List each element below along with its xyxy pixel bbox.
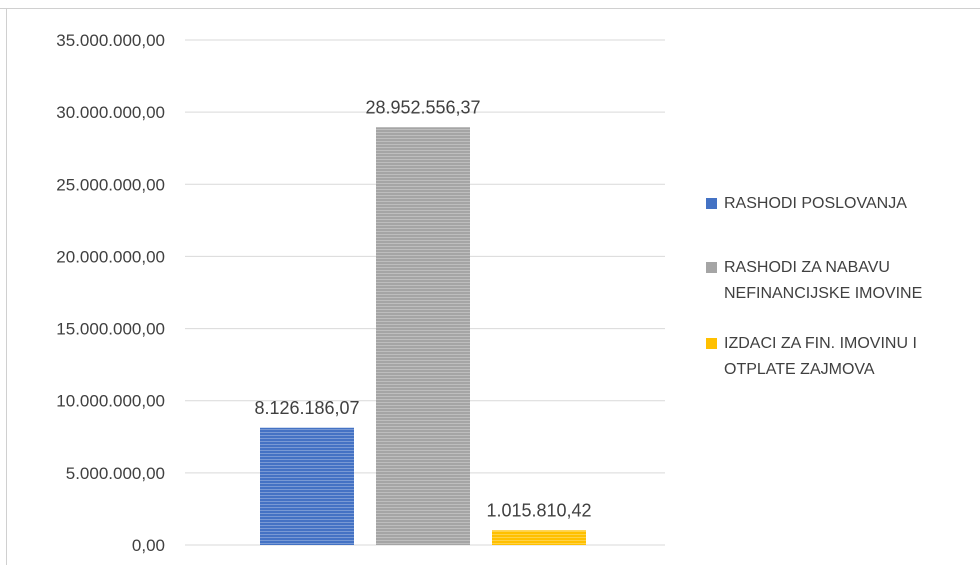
data-label: 8.126.186,07 — [254, 398, 359, 418]
y-tick-label: 5.000.000,00 — [66, 464, 165, 483]
data-label: 1.015.810,42 — [486, 500, 591, 520]
legend-label: RASHODI POSLOVANJA — [724, 195, 907, 212]
bar-texture — [376, 127, 470, 545]
legend: RASHODI POSLOVANJA RASHODI ZA NABAVU NEFIN… — [706, 195, 922, 378]
y-tick-label: 15.000.000,00 — [56, 320, 165, 339]
legend-swatch — [706, 198, 717, 209]
y-axis-tick-labels: 0,00 5.000.000,00 10.000.000,00 15.000.000,… — [56, 31, 165, 555]
bar-texture — [492, 530, 586, 545]
bars — [260, 127, 586, 545]
y-tick-label: 30.000.000,00 — [56, 103, 165, 122]
chart-frame-top — [0, 8, 980, 9]
legend-label: NEFINANCIJSKE IMOVINE — [724, 285, 922, 302]
data-label: 28.952.556,37 — [365, 97, 480, 117]
y-tick-label: 25.000.000,00 — [56, 175, 165, 194]
legend-label: OTPLATE ZAJMOVA — [724, 361, 875, 378]
legend-label: IZDACI ZA FIN. IMOVINU I — [724, 335, 917, 352]
legend-swatch — [706, 262, 717, 273]
chart-frame-left — [6, 8, 7, 565]
y-tick-label: 10.000.000,00 — [56, 392, 165, 411]
legend-label: RASHODI ZA NABAVU — [724, 259, 890, 276]
bar-texture — [260, 427, 354, 545]
legend-swatch — [706, 338, 717, 349]
y-tick-label: 20.000.000,00 — [56, 247, 165, 266]
data-labels: 8.126.186,07 28.952.556,37 1.015.810,42 — [254, 97, 591, 520]
y-tick-label: 0,00 — [132, 536, 165, 555]
y-tick-label: 35.000.000,00 — [56, 31, 165, 50]
